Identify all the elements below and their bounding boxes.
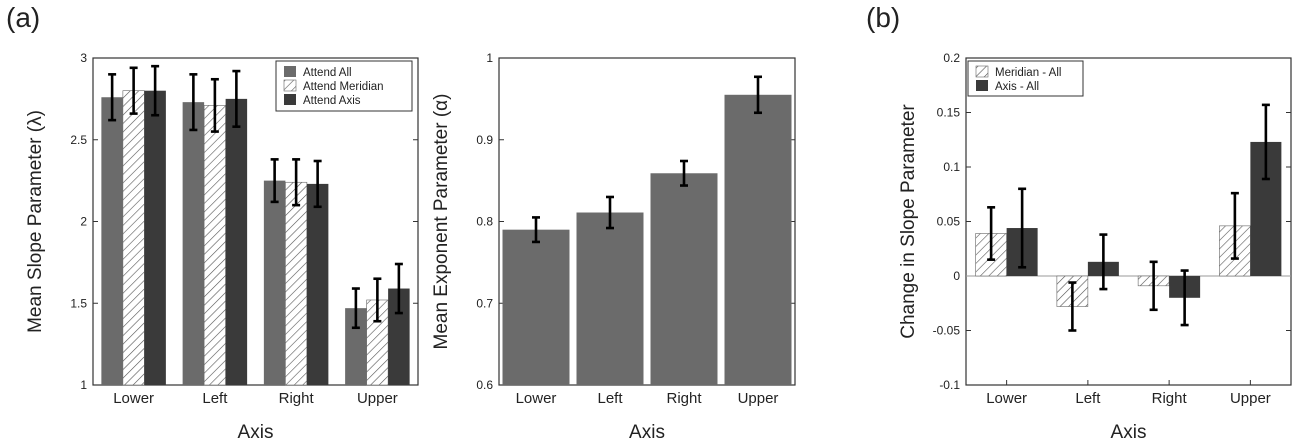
chart-slope-parameter: 1 1.5 2 2.5 3 Lower Left Right Upper Axis Mean Slo… — [25, 51, 419, 443]
panel-label-b: (b) — [866, 2, 901, 33]
bar — [576, 212, 644, 385]
x-tick-label: Right — [279, 390, 315, 407]
legend-label: Attend Meridian — [303, 81, 384, 93]
legend-box — [275, 60, 413, 112]
legend-label: Meridian - All — [995, 67, 1061, 79]
bar — [263, 180, 286, 385]
y-tick-label: 0.05 — [937, 215, 961, 229]
legend-swatch — [284, 94, 296, 105]
x-axis-label: Axis — [1111, 422, 1147, 443]
legend-label: Axis - All — [995, 81, 1039, 93]
x-axis-label: Axis — [629, 422, 665, 443]
y-tick-label: -0.05 — [933, 324, 961, 338]
x-tick-label: Upper — [357, 390, 398, 407]
bar — [144, 90, 166, 385]
y-tick-label: 1.5 — [70, 296, 87, 310]
x-tick-label: Left — [1075, 390, 1101, 407]
x-tick-label: Right — [1152, 390, 1188, 407]
bar — [285, 181, 308, 386]
plot-frame — [965, 57, 1292, 386]
legend: Meridian - All Axis - All — [967, 60, 1084, 97]
x-tick-label: Left — [597, 390, 623, 407]
panel-label-a: (a) — [6, 2, 41, 33]
bar — [101, 97, 123, 386]
bar — [650, 173, 718, 385]
y-tick-label: 0.9 — [476, 133, 493, 147]
x-tick-label: Upper — [738, 390, 779, 407]
bar — [306, 183, 329, 385]
bar — [502, 229, 570, 385]
y-tick-label: 2.5 — [70, 133, 87, 147]
x-tick-label: Lower — [986, 390, 1027, 407]
y-tick-label: 1 — [486, 51, 493, 65]
y-axis-label: Change in Slope Parameter — [898, 104, 919, 339]
legend-swatch — [284, 66, 296, 77]
y-tick-label: 0.2 — [943, 51, 960, 65]
y-tick-label: 0.7 — [476, 296, 493, 310]
bar — [225, 98, 248, 385]
y-tick-label: 0.15 — [937, 106, 961, 120]
bar — [388, 288, 410, 385]
x-tick-label: Right — [666, 390, 702, 407]
bar — [182, 102, 205, 386]
y-axis-label: Mean Exponent Parameter (α) — [431, 94, 452, 350]
x-axis-label: Axis — [238, 422, 274, 443]
legend-swatch — [283, 79, 297, 92]
legend-label: Attend All — [303, 67, 352, 79]
y-tick-label: 0 — [953, 269, 960, 283]
bar — [203, 105, 226, 386]
y-tick-label: 2 — [80, 215, 87, 229]
y-tick-label: 0.8 — [476, 215, 493, 229]
x-tick-label: Left — [202, 390, 228, 407]
legend-label: Attend Axis — [303, 95, 361, 107]
legend-swatch — [976, 80, 988, 91]
x-tick-label: Lower — [113, 390, 154, 407]
y-tick-label: 0.6 — [476, 378, 493, 392]
legend: Attend All Attend Meridian Attend Axis — [275, 60, 413, 112]
chart-change-slope: -0.1 -0.05 0 0.05 0.1 0.15 0.2 Lower Left Right Up… — [898, 51, 1292, 443]
x-tick-label: Lower — [516, 390, 557, 407]
y-axis-label: Mean Slope Parameter (λ) — [25, 110, 46, 333]
y-tick-label: 3 — [80, 51, 87, 65]
y-tick-label: 0.1 — [943, 160, 960, 174]
legend-swatch — [975, 65, 989, 78]
y-tick-label: 1 — [80, 378, 87, 392]
bar — [345, 308, 367, 385]
bar — [122, 90, 145, 386]
bar — [724, 94, 792, 385]
x-tick-label: Upper — [1230, 390, 1271, 407]
chart-exponent-parameter: 0.6 0.7 0.8 0.9 1 Lower Left Right Upper Axis Mean… — [431, 51, 796, 443]
y-tick-label: -0.1 — [939, 378, 960, 392]
